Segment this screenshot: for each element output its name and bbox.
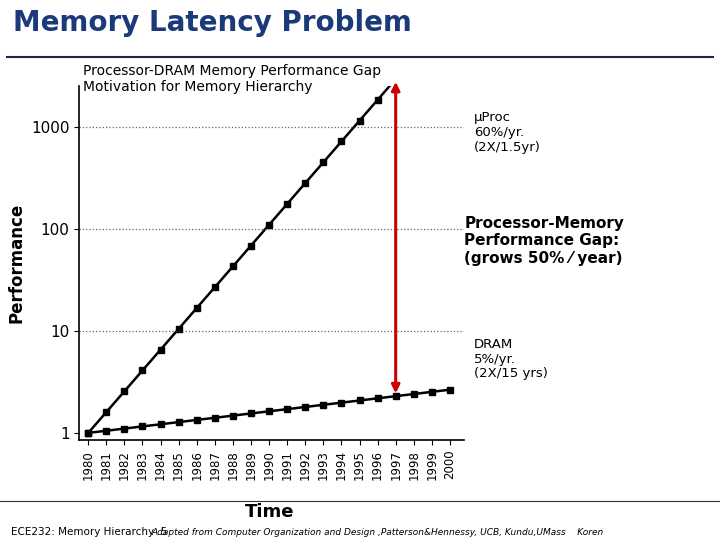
Text: ECE232: Memory Hierarchy  5: ECE232: Memory Hierarchy 5 — [11, 527, 167, 537]
Text: Memory Latency Problem: Memory Latency Problem — [13, 9, 412, 37]
Text: Processor-Memory
Performance Gap:
(grows 50% ⁄ year): Processor-Memory Performance Gap: (grows… — [464, 216, 624, 266]
Text: DRAM
5%/yr.
(2X/15 yrs): DRAM 5%/yr. (2X/15 yrs) — [474, 338, 548, 381]
Text: Adapted from Computer Organization and Design ,Patterson&Hennessy, UCB, Kundu,UM: Adapted from Computer Organization and D… — [151, 528, 603, 537]
Text: Time: Time — [246, 503, 294, 521]
Y-axis label: Performance: Performance — [7, 203, 25, 323]
Text: μProc
60%/yr.
(2X/1.5yr): μProc 60%/yr. (2X/1.5yr) — [474, 111, 541, 154]
Text: Processor-DRAM Memory Performance Gap
Motivation for Memory Hierarchy: Processor-DRAM Memory Performance Gap Mo… — [83, 64, 381, 94]
